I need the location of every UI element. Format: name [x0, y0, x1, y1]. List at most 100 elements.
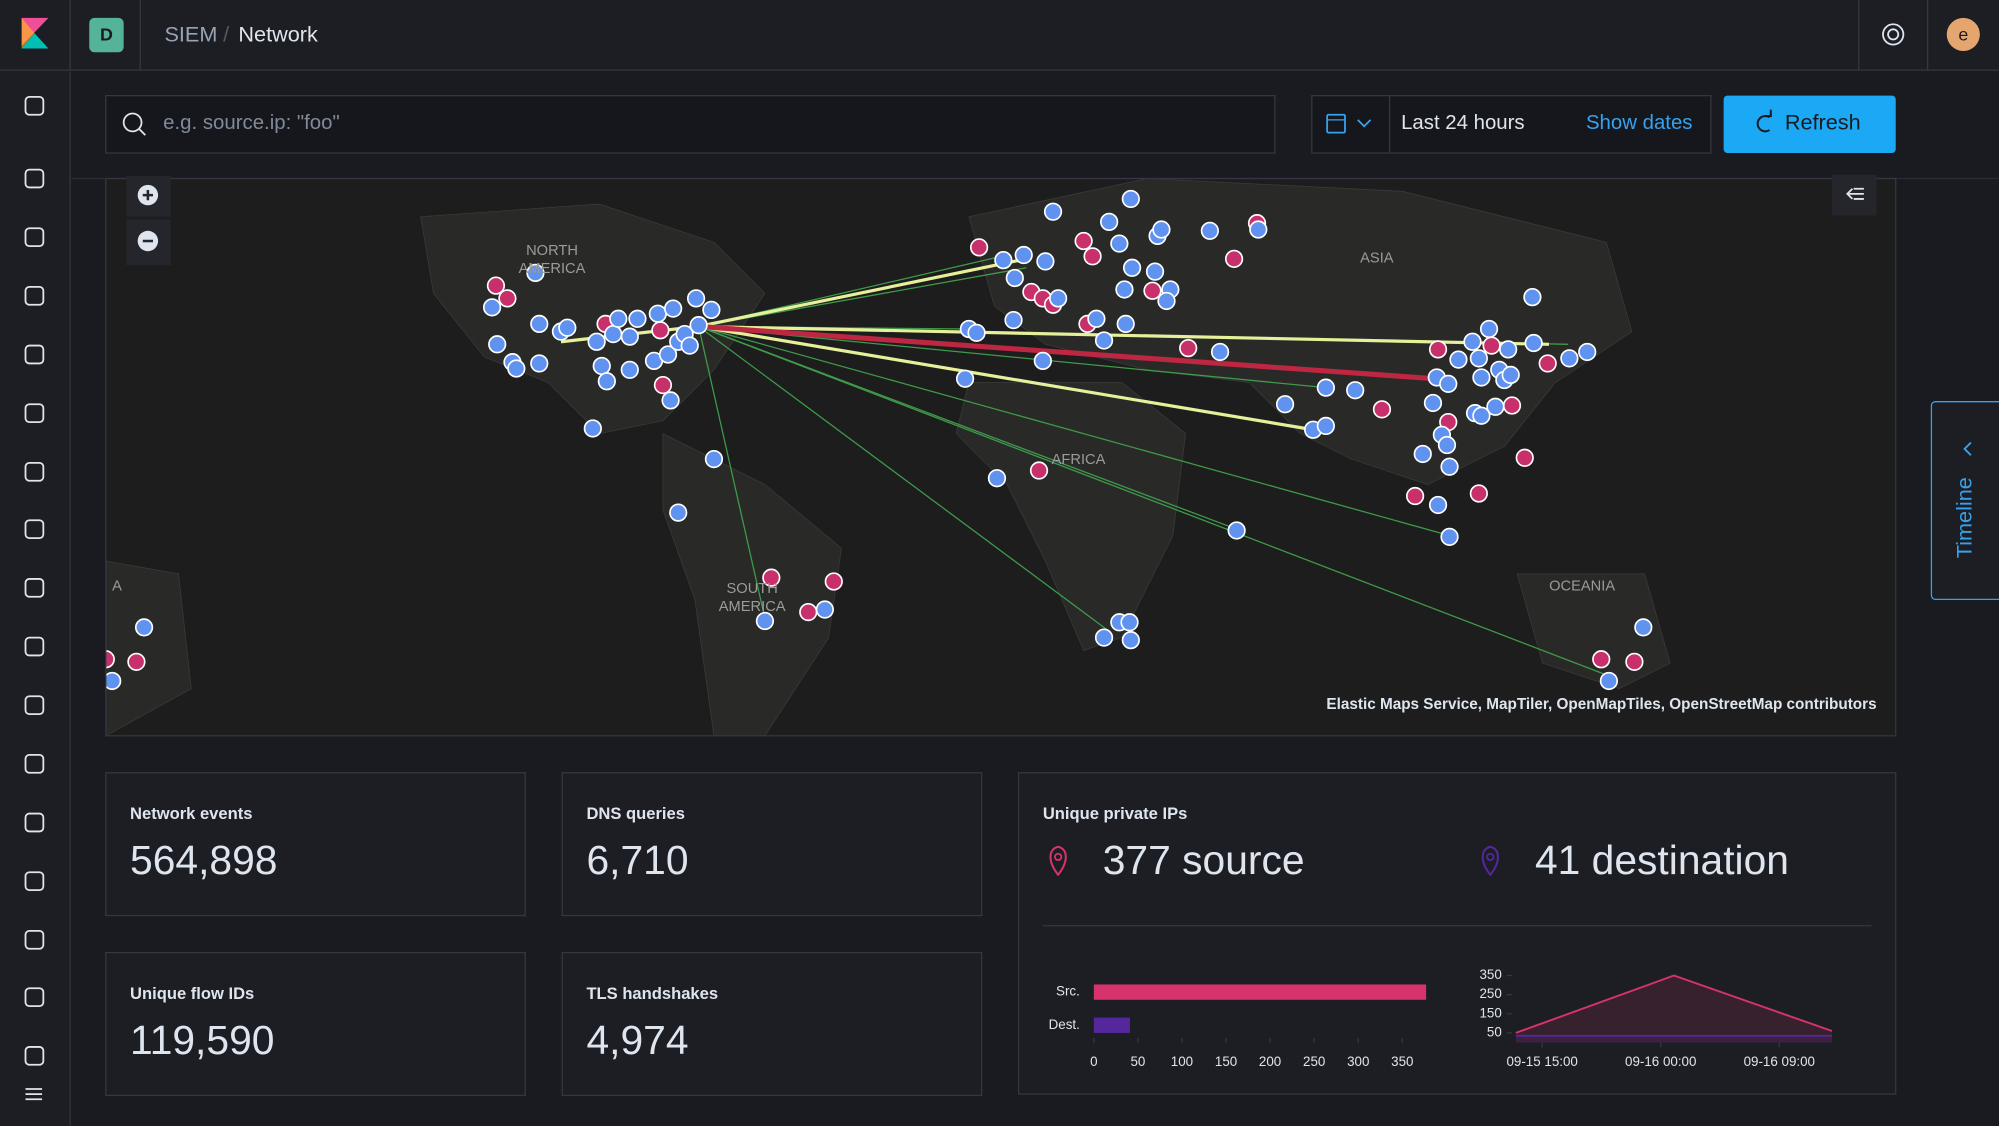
connection: [698, 326, 766, 619]
source-point: [1275, 395, 1295, 414]
nav-icon[interactable]: [24, 462, 45, 482]
nav-icon[interactable]: [24, 930, 45, 950]
space-badge[interactable]: [89, 17, 124, 53]
nav-icon[interactable]: [24, 168, 45, 189]
destination-point: [1515, 448, 1534, 467]
zoom-in[interactable]: [126, 175, 171, 217]
stat-card: [561, 772, 983, 917]
layer-toggle[interactable]: [1831, 174, 1877, 216]
refresh-button[interactable]: [1723, 95, 1896, 154]
nav-icon[interactable]: [24, 96, 45, 116]
avatar[interactable]: [1946, 17, 1980, 52]
stat-title: Network events: [130, 804, 252, 823]
collapse-nav[interactable]: [25, 1088, 43, 1101]
source-point: [1472, 368, 1491, 387]
date-picker[interactable]: [1311, 95, 1712, 154]
nav-icon-shape: [24, 96, 45, 116]
source-point: [1501, 365, 1520, 385]
nav-icon-shape: [24, 286, 45, 306]
nav-icon[interactable]: [24, 812, 45, 833]
source-point: [704, 449, 724, 469]
nav-icon[interactable]: [24, 344, 45, 365]
breadcrumb[interactable]: SIEM: [164, 21, 217, 46]
connection: [698, 325, 1610, 677]
zoom-out[interactable]: [126, 219, 171, 266]
source-point: [1439, 374, 1458, 393]
source-point: [1043, 202, 1063, 221]
source-point: [1634, 618, 1653, 637]
search-input[interactable]: [105, 95, 1276, 154]
source-point: [994, 251, 1013, 270]
kibana-logo[interactable]: [21, 17, 49, 49]
nav-icon[interactable]: [24, 871, 45, 891]
refresh-icon: [1756, 109, 1772, 133]
source-point: [1486, 397, 1505, 416]
source-point: [1437, 435, 1457, 455]
source-point: [1449, 350, 1468, 369]
help-icon[interactable]: [1882, 23, 1905, 46]
x-tick-label: 350: [1391, 1054, 1413, 1069]
stat-card: [105, 772, 526, 917]
stat-title: TLS handshakes: [586, 984, 718, 1003]
region-label: A: [112, 578, 122, 594]
destination-point: [969, 238, 989, 257]
nav-icon[interactable]: [24, 519, 45, 540]
source-point: [526, 263, 545, 283]
nav-icon-shape: [24, 695, 45, 716]
x-tick-label: 09-15 15:00: [1506, 1054, 1577, 1069]
calendar-icon[interactable]: [1326, 113, 1372, 134]
connection: [698, 323, 1454, 383]
region-label: ASIA: [1360, 251, 1394, 267]
nav-icon[interactable]: [24, 227, 45, 248]
source-point: [604, 324, 623, 344]
source-point: [1087, 309, 1106, 328]
connection: [698, 324, 1550, 346]
nav-icon[interactable]: [24, 1046, 45, 1066]
source-point: [1115, 280, 1134, 299]
nav-icon-shape: [24, 227, 45, 248]
source-point: [815, 600, 834, 619]
nav-icon[interactable]: [24, 695, 45, 716]
nav-icon[interactable]: [24, 286, 45, 306]
nav-icon[interactable]: [24, 578, 45, 598]
destination-point: [498, 289, 517, 308]
nav-icon[interactable]: [24, 754, 45, 774]
source-point: [1469, 349, 1488, 368]
source-point: [1116, 314, 1135, 334]
nav-icon[interactable]: [24, 636, 45, 657]
destination-point: [1538, 354, 1557, 373]
mini-charts: 0 50 100 150 200 250 300 350 Src. Dest. 50 150 250 35…: [1049, 967, 1833, 1069]
nav-icon-shape: [24, 754, 45, 774]
timeline-tab[interactable]: [1930, 401, 1999, 600]
breadcrumb-separator: /: [223, 21, 230, 46]
y-tick-label: 50: [1487, 1024, 1502, 1039]
source-point: [1004, 310, 1023, 330]
time-range[interactable]: Last 24 hours: [1401, 112, 1525, 134]
source-point: [1094, 628, 1114, 647]
show-dates[interactable]: Show dates: [1586, 112, 1693, 134]
x-tick-label: 09-16 00:00: [1625, 1054, 1696, 1069]
map-border: [105, 177, 1897, 737]
nav-icon[interactable]: [24, 403, 45, 423]
destination-point: [1625, 652, 1644, 671]
source-point: [1472, 406, 1491, 425]
unique-ips-card: [1017, 772, 1897, 1095]
area: [1515, 1035, 1832, 1043]
region-label: AMERICA: [719, 599, 786, 615]
source-point: [967, 323, 986, 342]
map-points: [105, 189, 1653, 691]
source-point: [1523, 288, 1542, 307]
nav-icon[interactable]: [24, 987, 45, 1008]
unique-destination: 41 destination: [1535, 837, 1789, 883]
y-tick-label: 350: [1479, 967, 1501, 982]
source-point: [1110, 234, 1129, 253]
bar-label: Src.: [1056, 984, 1080, 999]
stat-card: [105, 951, 526, 1097]
nav-icon-shape: [24, 403, 45, 423]
destination-point: [762, 568, 781, 587]
source-point: [661, 391, 680, 410]
region-label: NORTH: [526, 243, 578, 259]
source-point: [1005, 268, 1024, 288]
nav-icon-shape: [24, 168, 45, 189]
destination-point: [486, 276, 506, 295]
